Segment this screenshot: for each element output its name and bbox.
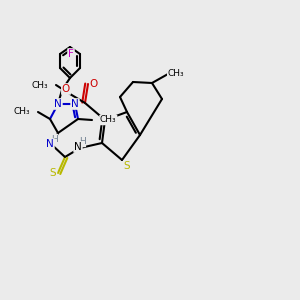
Text: S: S xyxy=(124,161,130,171)
Text: F: F xyxy=(68,49,74,59)
Text: CH₃: CH₃ xyxy=(100,116,117,124)
Text: CH₃: CH₃ xyxy=(168,70,184,79)
Text: N: N xyxy=(46,139,54,149)
Text: O: O xyxy=(62,84,70,94)
Text: S: S xyxy=(50,168,56,178)
Text: H: H xyxy=(79,137,86,146)
Text: N: N xyxy=(54,99,62,109)
Text: N: N xyxy=(71,99,79,109)
Text: O: O xyxy=(90,79,98,89)
Text: CH₃: CH₃ xyxy=(14,107,30,116)
Text: N: N xyxy=(74,142,82,152)
Text: CH₃: CH₃ xyxy=(32,80,48,89)
Text: H: H xyxy=(51,134,57,143)
